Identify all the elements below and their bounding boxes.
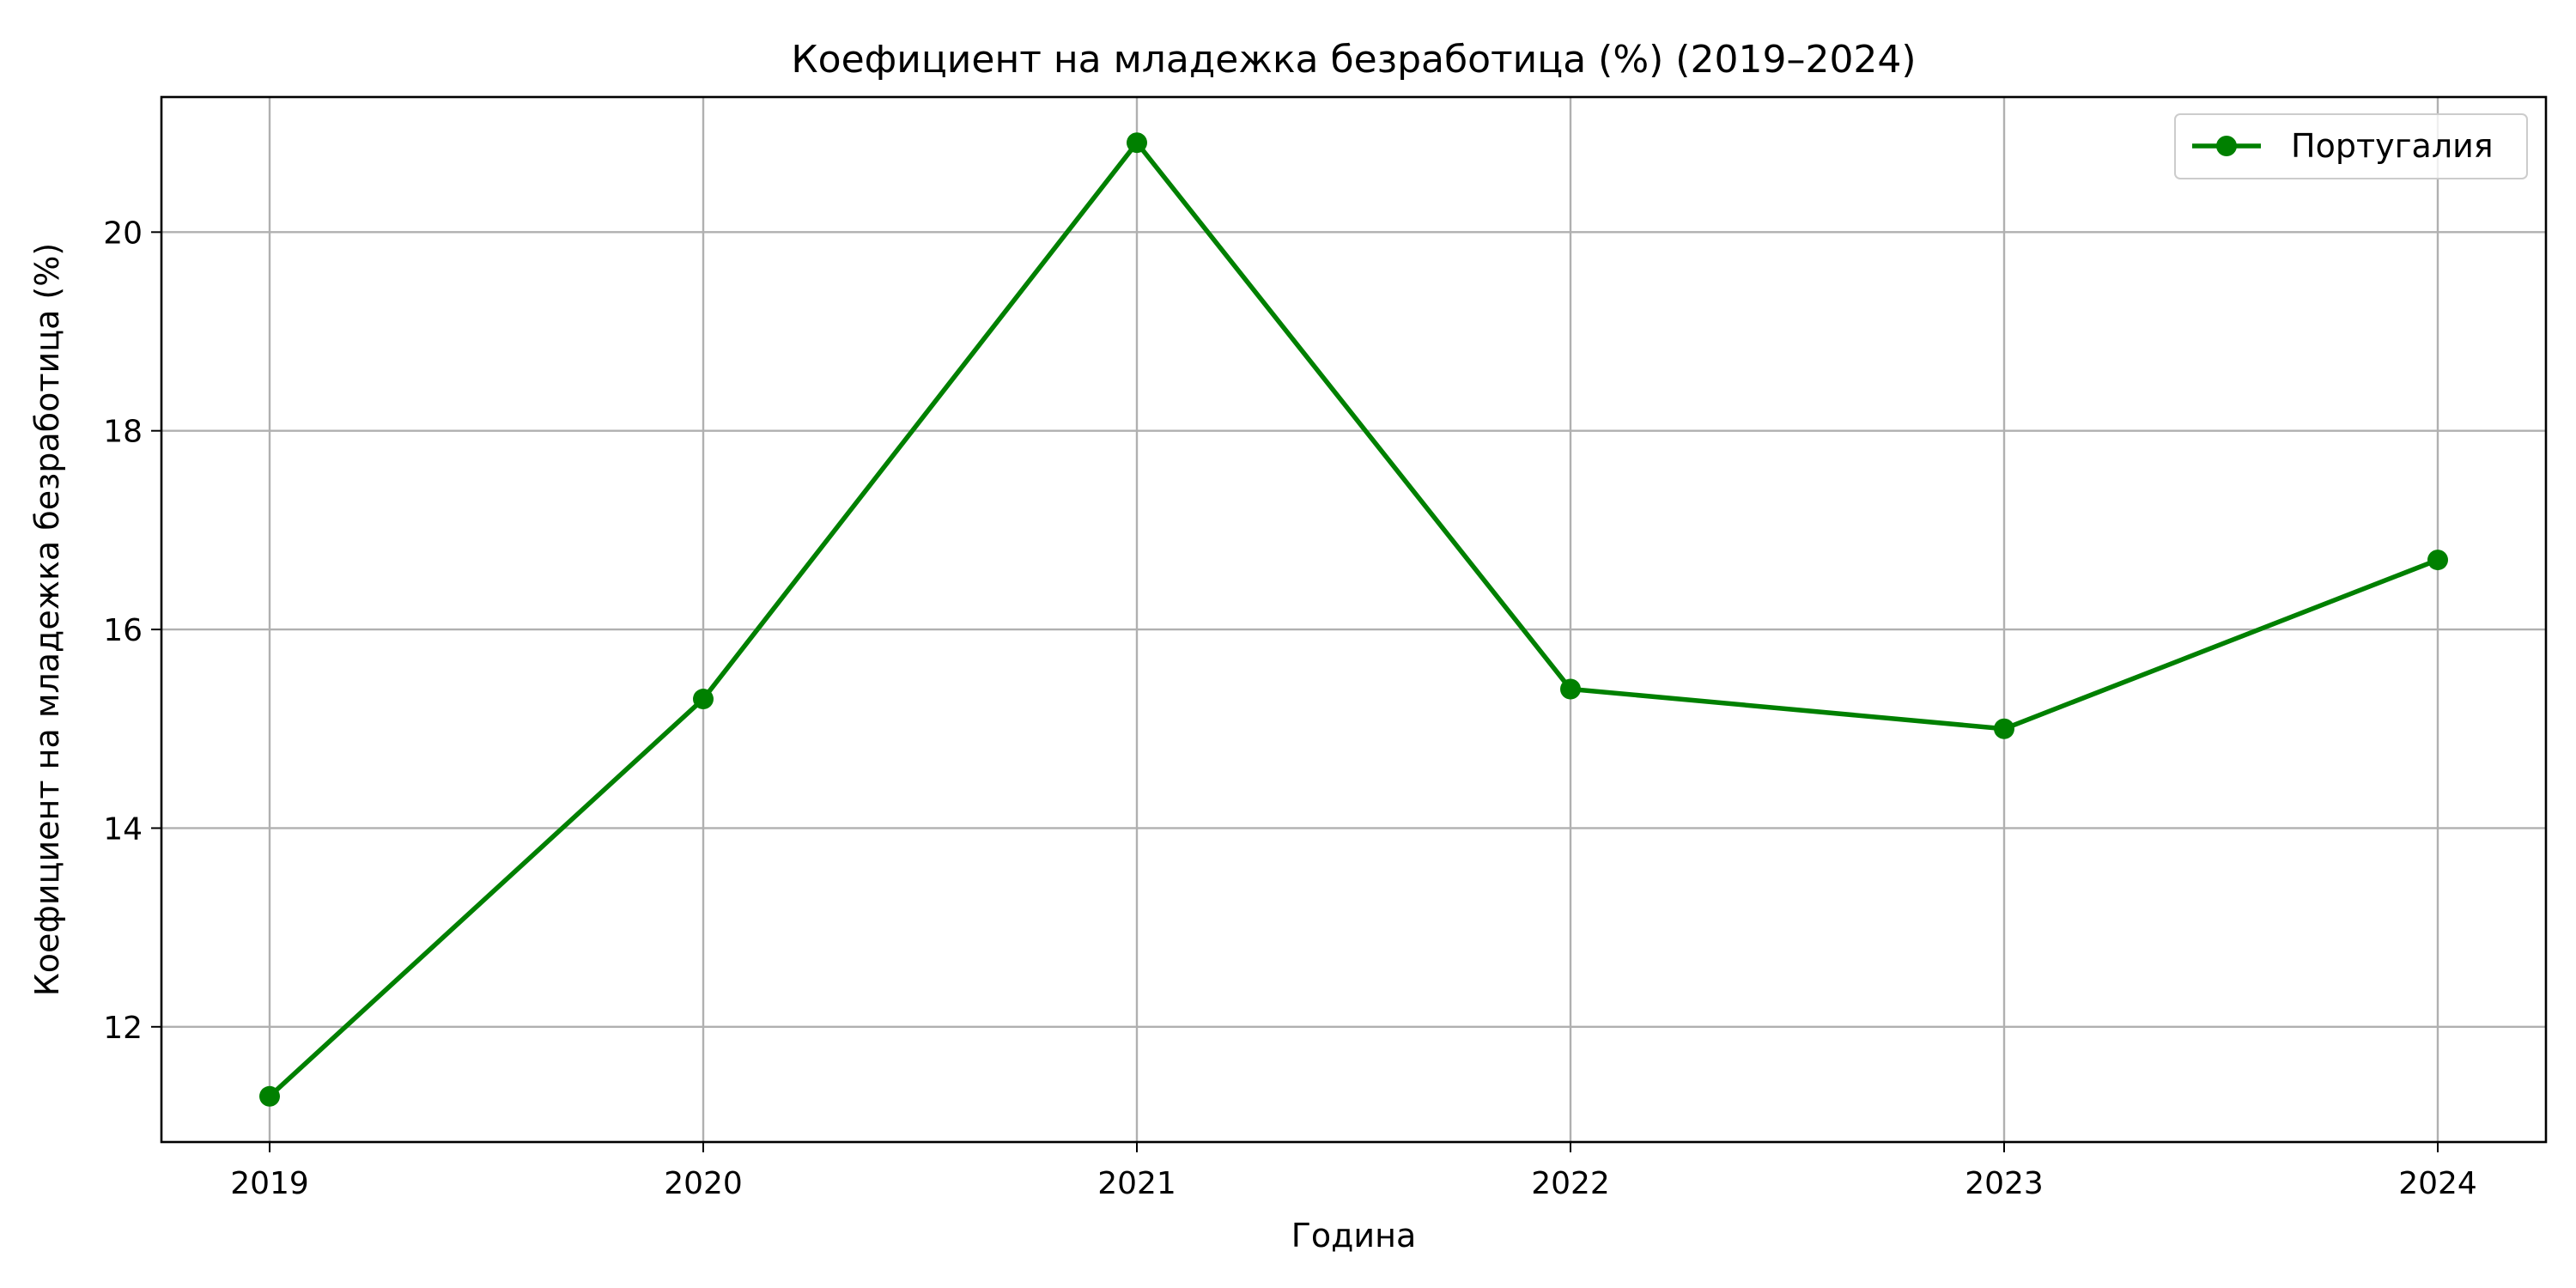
data-point — [1127, 132, 1147, 154]
ticks-layer: 2019 2020 2021 2022 2023 2024 12 14 16 18 20 — [103, 216, 2477, 1201]
x-tick-label: 2022 — [1531, 1166, 1610, 1201]
series-layer — [259, 132, 2448, 1107]
data-point — [259, 1085, 280, 1107]
legend: Португалия — [2174, 113, 2528, 179]
y-tick-label: 16 — [103, 613, 143, 648]
series-line — [267, 140, 2440, 1099]
x-tick-label: 2021 — [1097, 1166, 1176, 1201]
data-point — [2427, 550, 2448, 571]
legend-box — [2174, 113, 2528, 179]
y-axis-label: Коефициент на младежка безработица (%) — [28, 243, 66, 996]
y-tick-label: 12 — [103, 1011, 143, 1046]
y-tick-label: 18 — [103, 415, 143, 450]
legend-label: Португалия — [2291, 127, 2494, 165]
y-tick-label: 14 — [103, 811, 143, 847]
x-axis-label: Година — [1291, 1217, 1417, 1255]
data-point — [1560, 678, 1581, 700]
x-tick-label: 2023 — [1965, 1166, 2044, 1201]
x-tick-label: 2019 — [230, 1166, 309, 1201]
grid-layer — [161, 97, 2546, 1142]
data-point — [1994, 718, 2014, 739]
x-tick-label: 2024 — [2398, 1166, 2477, 1201]
chart-title: Коефициент на младежка безработица (%) (… — [791, 38, 1916, 82]
axes-frame — [160, 95, 2548, 1144]
legend-marker-swatch — [2216, 136, 2237, 156]
x-tick-label: 2020 — [664, 1166, 743, 1201]
y-tick-label: 20 — [103, 216, 143, 251]
data-point — [693, 689, 714, 710]
